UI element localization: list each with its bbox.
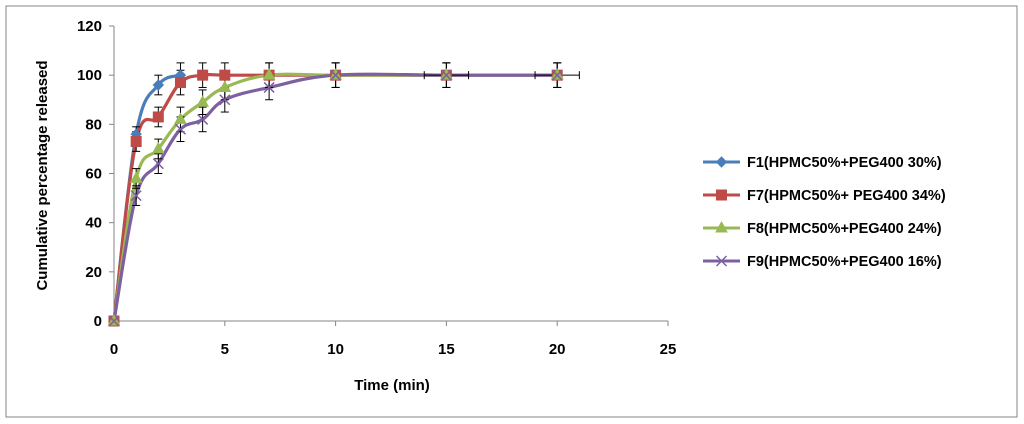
marker-stroke: [197, 113, 209, 125]
data-point: [152, 111, 164, 123]
legend-label: F9(HPMC50%+PEG400 16%): [747, 254, 942, 270]
data-point: [262, 68, 276, 80]
data-point: [174, 112, 187, 124]
markers-series-4: [108, 69, 563, 327]
marker-stroke: [130, 190, 142, 202]
x-tick-label: 15: [438, 341, 455, 358]
marker-stroke: [219, 94, 231, 106]
marker-stroke: [263, 81, 275, 93]
y-tick-label: 60: [85, 166, 102, 183]
legend-swatch-marker: [715, 255, 728, 267]
data-point: [219, 94, 231, 106]
marker-stroke: [715, 255, 728, 267]
x-tick-label: 5: [221, 341, 229, 358]
y-tick-label: 120: [77, 18, 102, 35]
data-point: [130, 136, 142, 148]
legend-item-2: F7(HPMC50%+ PEG400 34%): [703, 188, 946, 204]
marker-stroke: [152, 158, 164, 170]
legend-swatch-marker: [716, 189, 727, 201]
data-point: [152, 79, 165, 91]
marker-stroke: [440, 69, 452, 81]
data-point: [196, 95, 209, 107]
legend-label: F7(HPMC50%+ PEG400 34%): [747, 188, 946, 204]
legend: F1(HPMC50%+PEG400 30%) F7(HPMC50%+ PEG400…: [703, 155, 946, 270]
data-point: [219, 69, 231, 81]
legend-swatch-marker: [715, 156, 728, 168]
data-point: [174, 123, 187, 135]
data-point: [440, 69, 452, 81]
y-tick-label: 80: [85, 116, 102, 133]
y-tick-label: 40: [85, 215, 102, 232]
data-point: [174, 77, 186, 89]
marker-stroke: [551, 69, 563, 81]
legend-item-3: F8(HPMC50%+PEG400 24%): [703, 220, 942, 237]
legend-item-4: F9(HPMC50%+PEG400 16%): [703, 254, 942, 270]
data-point: [197, 113, 209, 125]
marker-stroke: [174, 123, 187, 135]
data-point: [108, 315, 120, 327]
x-tick-label: 10: [327, 341, 344, 358]
data-point: [152, 158, 164, 170]
marker-stroke: [108, 315, 120, 327]
y-axis-title: Cumulative percentage released: [34, 60, 51, 290]
data-point: [330, 69, 342, 81]
data-point: [218, 80, 232, 92]
data-point: [551, 69, 563, 81]
data-point: [263, 81, 275, 93]
y-tick-label: 20: [85, 264, 102, 281]
y-tick-label: 0: [94, 313, 102, 330]
chart-border: [5, 5, 1018, 418]
x-tick-label: 20: [549, 341, 566, 358]
x-tick-label: 0: [110, 341, 118, 358]
marker-stroke: [330, 69, 342, 81]
legend-item-1: F1(HPMC50%+PEG400 30%): [703, 155, 942, 171]
legend-label: F1(HPMC50%+PEG400 30%): [747, 155, 942, 171]
data-point: [151, 141, 165, 154]
x-axis-title: Time (min): [354, 377, 430, 394]
y-tick-label: 100: [77, 67, 102, 84]
data-point: [129, 171, 143, 183]
data-point: [197, 69, 209, 81]
legend-label: F8(HPMC50%+PEG400 24%): [747, 221, 942, 237]
data-point: [130, 190, 142, 202]
legend-swatch-marker: [715, 220, 728, 233]
x-tick-label: 25: [660, 341, 677, 358]
plot-area: 0 20 40 60 80 100 120 0 5 10 15 20 25 Time (min) Cumul…: [34, 18, 676, 394]
